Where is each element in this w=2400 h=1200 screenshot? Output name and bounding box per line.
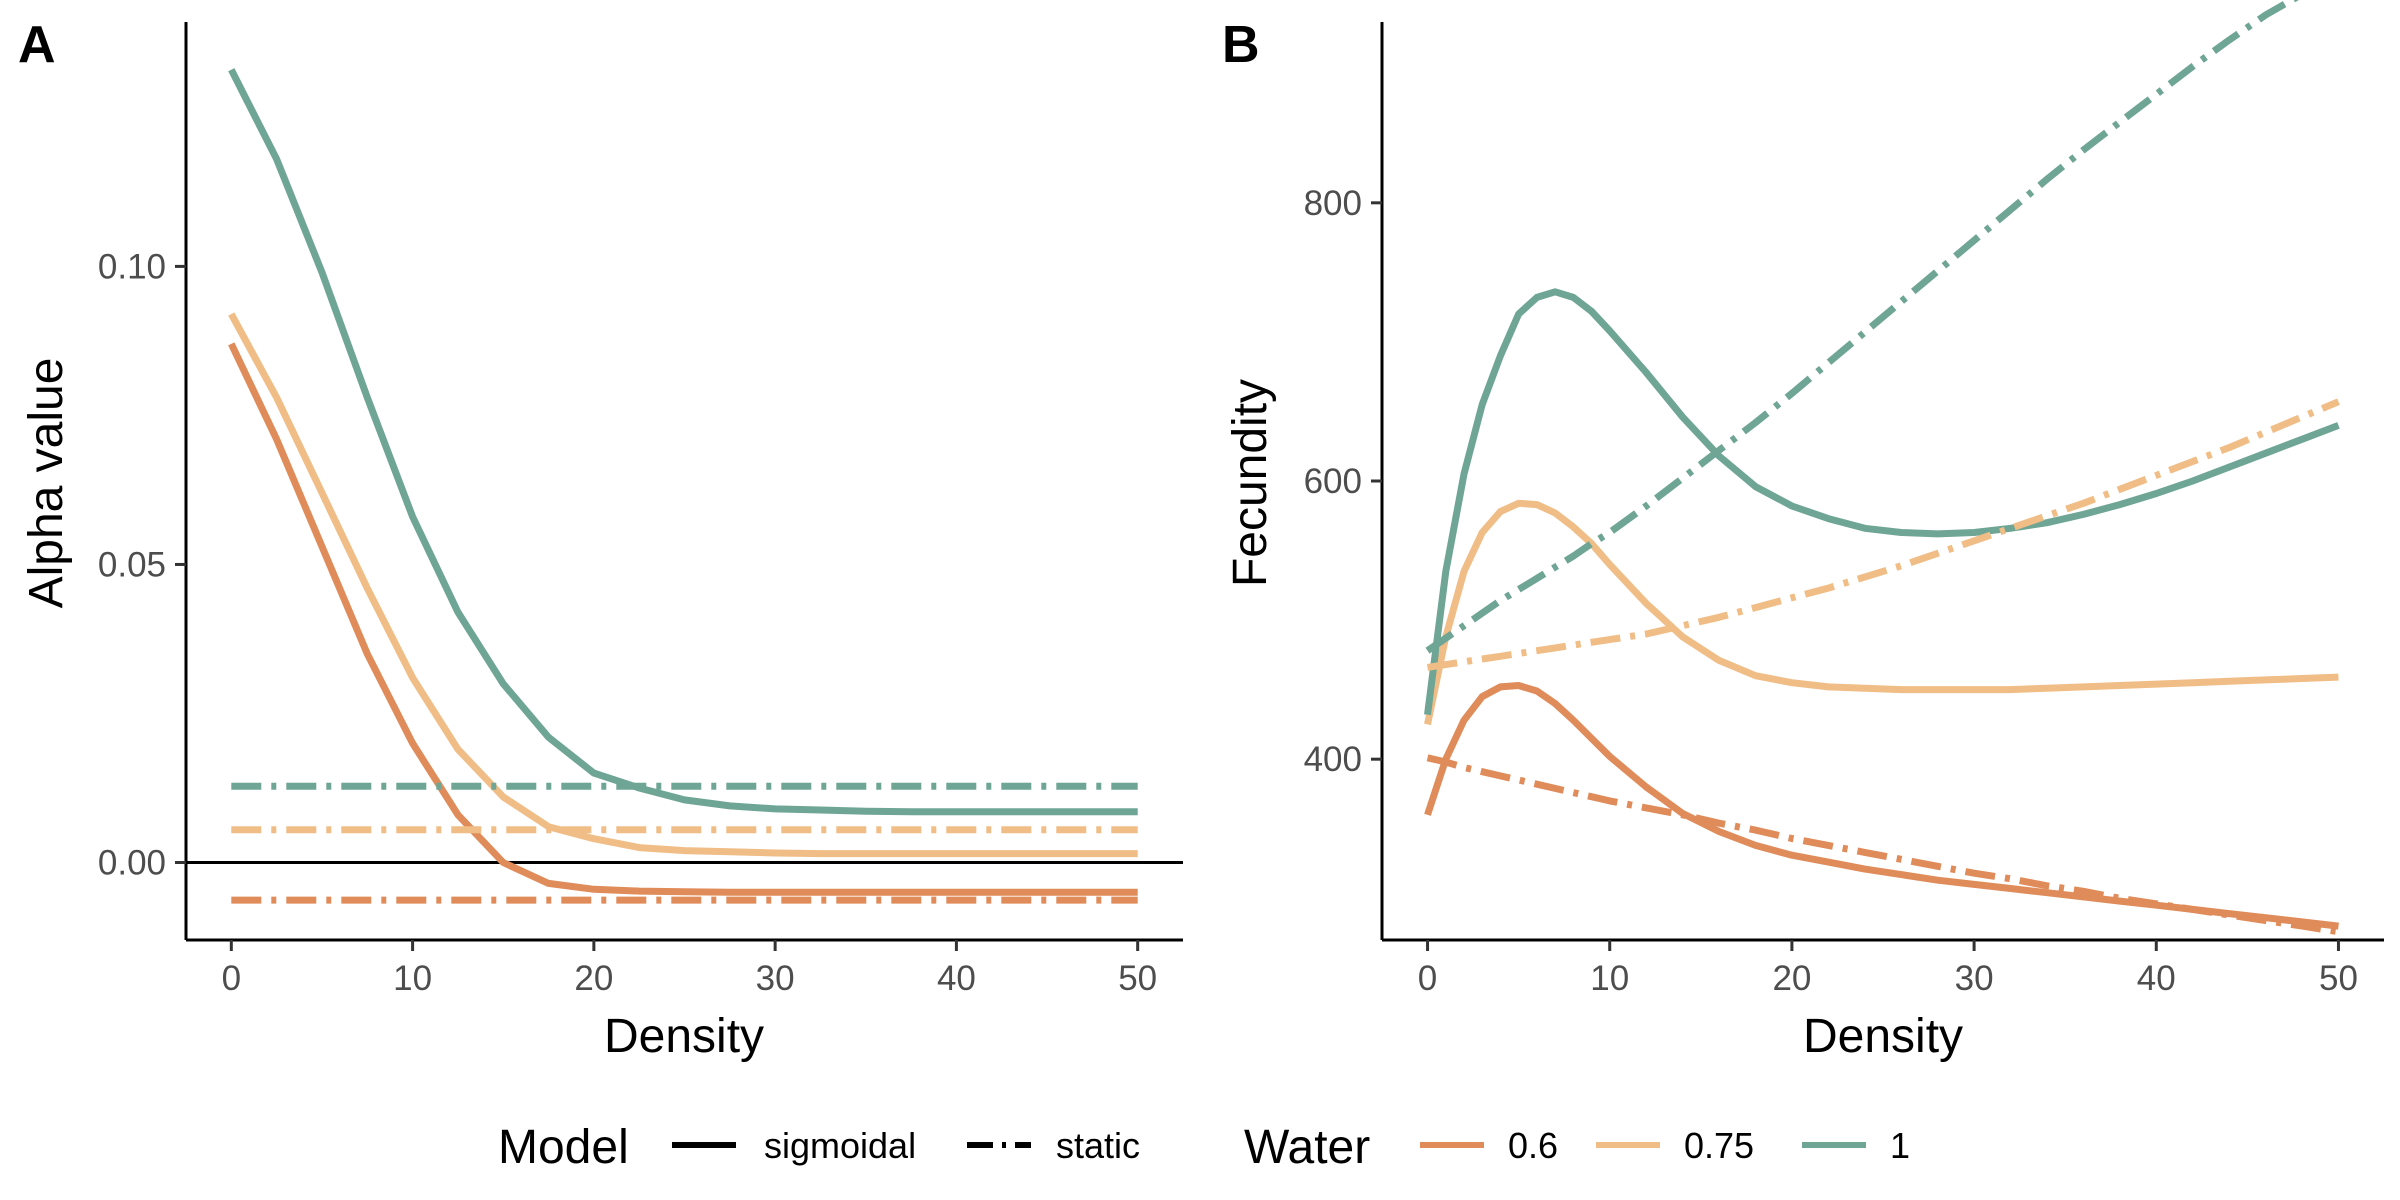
panel-a-y-tick-label: 0.10	[98, 247, 166, 286]
panel-b-x-tick-label: 50	[2319, 959, 2358, 998]
panel-a-y-tick-label: 0.00	[98, 844, 166, 883]
panel-b: B 0 10 20 30 40 50 400 600 800 Density Fecundity	[1222, 0, 2384, 1063]
panel-b-series-sigmoidal-water-0-75	[1424, 499, 2339, 726]
panel-b-plot-area: 0 10 20 30 40 50 400 600 800	[1304, 0, 2384, 998]
panel-b-x-tick-label: 10	[1590, 959, 1629, 998]
panel-b-series-static-water-1	[1425, 0, 2299, 654]
panel-b-y-axis-title: Fecundity	[1224, 379, 1277, 587]
panel-a: A 0 10 20 30 40 50 0.00 0.05 0.10 Density Alpha …	[18, 16, 1183, 1063]
panel-a-series-sigmoidal-water-1	[228, 68, 1138, 816]
panel-b-x-tick-label: 0	[1418, 959, 1437, 998]
panel-b-y-tick-label: 600	[1304, 462, 1362, 501]
panel-b-x-tick-label: 30	[1955, 959, 1994, 998]
panel-a-y-tick-label: 0.05	[98, 545, 166, 584]
panel-a-series-sigmoidal-water-0-6	[228, 342, 1138, 896]
panel-b-y-tick-label: 800	[1304, 184, 1362, 223]
panel-b-tag: B	[1222, 16, 1260, 74]
panel-a-x-tick-label: 0	[222, 959, 241, 998]
legend: Model sigmoidal static Water 0.6 0.75 1	[498, 1121, 1910, 1174]
panel-b-series-static-water-0-75	[1426, 398, 2340, 671]
legend-sigmoidal-label: sigmoidal	[764, 1125, 916, 1166]
legend-model-title: Model	[498, 1121, 629, 1174]
panel-b-x-tick-label: 20	[1772, 959, 1811, 998]
panel-a-x-tick-label: 30	[756, 959, 795, 998]
legend-water-0-6-label: 0.6	[1508, 1125, 1558, 1166]
legend-water-0-75-label: 0.75	[1684, 1125, 1754, 1166]
panel-a-tag: A	[18, 16, 56, 74]
legend-water-1-label: 1	[1890, 1125, 1910, 1166]
legend-static-label: static	[1056, 1125, 1140, 1166]
panel-a-x-axis-title: Density	[604, 1010, 764, 1063]
panel-b-x-tick-label: 40	[2137, 959, 2176, 998]
panel-b-x-axis-title: Density	[1803, 1010, 1963, 1063]
panel-a-series-sigmoidal-water-0-75	[228, 312, 1138, 858]
legend-water-title: Water	[1244, 1121, 1370, 1174]
panel-a-plot-area: 0 10 20 30 40 50 0.00 0.05 0.10	[98, 22, 1183, 998]
panel-a-x-tick-label: 50	[1118, 959, 1157, 998]
panel-b-series-sigmoidal-water-0-6	[1424, 682, 2339, 930]
panel-b-series-sigmoidal-water-1	[1424, 288, 2340, 716]
panel-a-x-tick-label: 20	[574, 959, 613, 998]
panel-b-y-tick-label: 400	[1304, 740, 1362, 779]
panel-a-x-tick-label: 40	[937, 959, 976, 998]
panel-b-series-static-water-0-6	[1426, 754, 2340, 936]
panel-a-x-tick-label: 10	[393, 959, 432, 998]
panel-a-y-axis-title: Alpha value	[20, 358, 73, 609]
